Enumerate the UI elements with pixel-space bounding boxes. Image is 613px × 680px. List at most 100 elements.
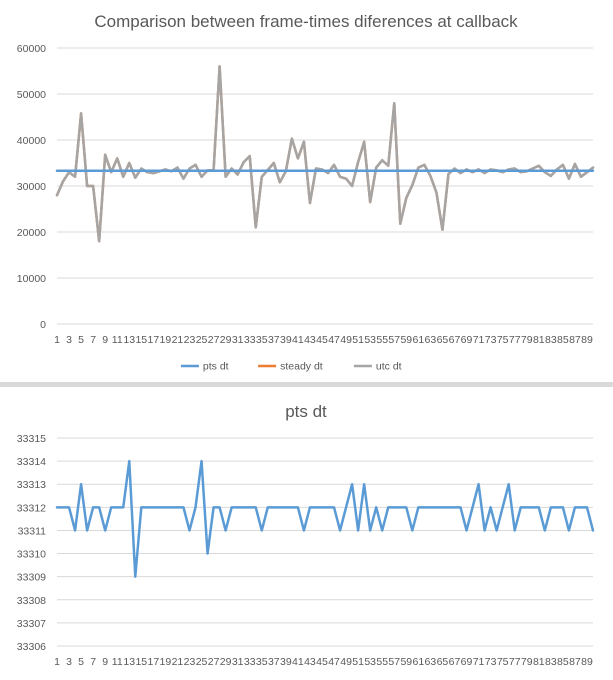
x-tick-label: 51 — [352, 334, 364, 346]
x-tick-label: 45 — [316, 334, 328, 346]
x-tick-label: 59 — [400, 334, 412, 346]
x-tick-label: 9 — [102, 656, 108, 668]
series-line-pts-dt — [55, 459, 595, 578]
chart-panel-comparison: Comparison between frame-times diference… — [16, 12, 595, 373]
y-tick-label: 33314 — [17, 456, 46, 468]
x-tick-label: 1 — [54, 334, 60, 346]
x-tick-label: 81 — [533, 656, 545, 668]
x-tick-label: 41 — [292, 656, 304, 668]
x-tick-label: 69 — [461, 656, 473, 668]
x-tick-label: 23 — [184, 334, 196, 346]
x-tick-label: 29 — [220, 334, 232, 346]
y-tick-label: 30000 — [17, 181, 46, 193]
x-tick-label: 47 — [328, 334, 340, 346]
x-tick-label: 57 — [388, 334, 400, 346]
x-tick-label: 35 — [256, 656, 268, 668]
x-tick-label: 69 — [461, 334, 473, 346]
x-tick-label: 15 — [135, 656, 147, 668]
y-tick-label: 33309 — [17, 572, 46, 584]
x-tick-label: 49 — [340, 656, 352, 668]
x-tick-label: 31 — [232, 334, 244, 346]
x-tick-label: 73 — [485, 334, 497, 346]
y-tick-label: 33310 — [17, 549, 46, 561]
x-tick-label: 53 — [364, 656, 376, 668]
x-tick-label: 5 — [78, 656, 84, 668]
x-tick-label: 25 — [196, 334, 208, 346]
x-tick-label: 43 — [304, 334, 316, 346]
x-tick-label: 27 — [208, 334, 220, 346]
y-tick-label: 33313 — [17, 479, 46, 491]
x-tick-label: 33 — [244, 334, 256, 346]
y-tick-label: 20000 — [17, 227, 46, 239]
x-tick-label: 21 — [172, 656, 184, 668]
x-tick-label: 53 — [364, 334, 376, 346]
x-tick-label: 87 — [569, 334, 581, 346]
comparison-chart: Comparison between frame-times diference… — [17, 12, 595, 373]
x-tick-label: 39 — [280, 334, 292, 346]
x-tick-label: 81 — [533, 334, 545, 346]
x-tick-label: 67 — [449, 334, 461, 346]
x-tick-label: 17 — [148, 334, 160, 346]
x-tick-label: 85 — [557, 334, 569, 346]
legend-label: steady dt — [280, 361, 323, 373]
x-tick-label: 25 — [196, 656, 208, 668]
legend-label: pts dt — [203, 361, 229, 373]
x-tick-label: 71 — [473, 656, 485, 668]
chart-title: Comparison between frame-times diference… — [94, 12, 518, 31]
x-tick-label: 57 — [388, 656, 400, 668]
y-tick-label: 33311 — [18, 525, 47, 537]
panel-divider — [0, 382, 613, 387]
y-tick-label: 60000 — [17, 43, 46, 55]
x-tick-label: 15 — [135, 334, 147, 346]
x-tick-label: 23 — [184, 656, 196, 668]
x-tick-label: 1 — [54, 656, 60, 668]
x-tick-label: 79 — [521, 656, 533, 668]
x-tick-label: 83 — [545, 334, 557, 346]
x-tick-label: 77 — [509, 656, 521, 668]
x-tick-label: 71 — [473, 334, 485, 346]
x-tick-label: 47 — [328, 656, 340, 668]
series-line-steady-dt — [55, 65, 595, 243]
x-tick-label: 75 — [497, 656, 509, 668]
x-tick-label: 21 — [172, 334, 184, 346]
x-tick-label: 11 — [112, 334, 123, 346]
x-tick-label: 11 — [112, 656, 123, 668]
x-tick-label: 13 — [123, 656, 135, 668]
x-tick-label: 61 — [413, 656, 425, 668]
chart-title: pts dt — [285, 402, 327, 421]
x-tick-label: 35 — [256, 334, 268, 346]
x-tick-label: 59 — [400, 656, 412, 668]
x-tick-label: 3 — [66, 656, 72, 668]
x-tick-label: 87 — [569, 656, 581, 668]
x-tick-label: 31 — [232, 656, 244, 668]
y-tick-label: 33312 — [17, 502, 46, 514]
x-tick-label: 39 — [280, 656, 292, 668]
x-tick-label: 49 — [340, 334, 352, 346]
x-tick-label: 5 — [78, 334, 84, 346]
x-tick-label: 29 — [220, 656, 232, 668]
x-tick-label: 51 — [352, 656, 364, 668]
x-tick-label: 17 — [148, 656, 160, 668]
y-tick-label: 0 — [40, 319, 46, 331]
x-tick-label: 37 — [268, 334, 280, 346]
y-tick-label: 10000 — [17, 273, 46, 285]
chart-panel-pts-dt: pts dt 33306 33307 33308 33309 33310 33311 3331… — [0, 388, 613, 680]
x-tick-label: 7 — [90, 656, 96, 668]
x-tick-label: 67 — [449, 656, 461, 668]
y-tick-label: 33307 — [17, 618, 46, 630]
x-tick-label: 85 — [557, 656, 569, 668]
x-tick-label: 75 — [497, 334, 509, 346]
x-tick-label: 19 — [160, 334, 172, 346]
y-tick-label: 40000 — [17, 135, 46, 147]
x-tick-label: 3 — [66, 334, 72, 346]
x-tick-label: 7 — [90, 334, 96, 346]
x-tick-label: 65 — [437, 334, 449, 346]
x-tick-label: 65 — [437, 656, 449, 668]
x-tick-label: 27 — [208, 656, 220, 668]
x-tick-label: 77 — [509, 334, 521, 346]
x-tick-label: 33 — [244, 656, 256, 668]
x-tick-label: 89 — [581, 656, 593, 668]
x-tick-label: 43 — [304, 656, 316, 668]
pts-dt-chart: pts dt3330633307333083330933310333113331… — [17, 402, 595, 668]
y-tick-label: 33306 — [17, 641, 46, 653]
